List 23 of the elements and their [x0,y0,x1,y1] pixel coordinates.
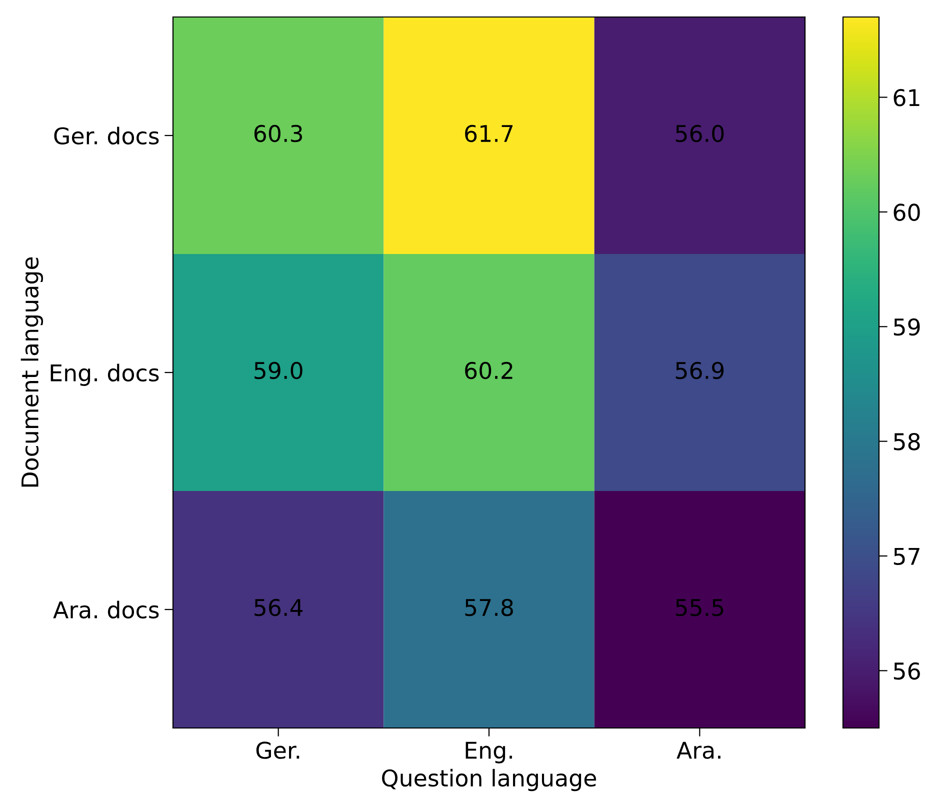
data-label: 55.5 [676,599,724,616]
x-tick-label: Ara. [676,742,720,759]
y-tick-label: Eng. docs [50,364,159,386]
color-bar-label: 60 [894,204,920,221]
color-bar-label: 61 [894,88,920,106]
color-bar-label: 57 [894,548,920,566]
y-tick-label: Ara. docs [53,600,159,619]
color-bar-label: 59 [894,318,920,336]
x-tick-label: Ger. [256,742,300,759]
data-label: 56.4 [254,598,303,616]
y-axis-title: Document language [20,257,44,487]
data-label: 60.3 [254,124,302,142]
data-label: 61.7 [465,124,513,142]
data-label: 56.0 [676,124,724,142]
data-label: 57.8 [465,598,513,616]
color-bar-label: 56 [894,662,920,680]
color-bar-label: 58 [894,433,920,450]
y-tick-label: Ger. docs [54,126,159,145]
data-label: 56.9 [676,362,724,380]
x-axis-title: Question language [382,768,596,792]
data-label: 60.2 [465,362,512,380]
data-label: 59.0 [254,362,302,380]
x-tick-label: Eng. [466,742,512,764]
